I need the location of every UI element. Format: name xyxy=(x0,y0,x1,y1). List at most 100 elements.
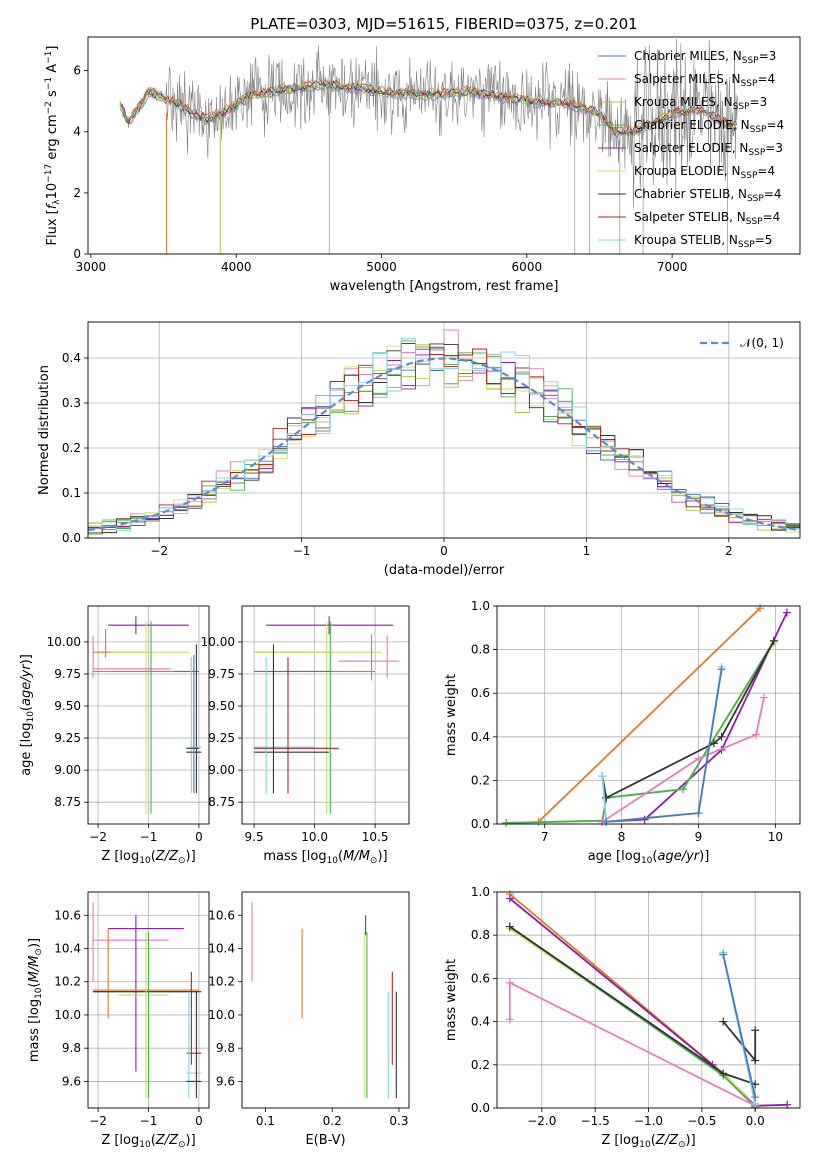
x-axis-label: wavelength [Angstrom, rest frame] xyxy=(330,279,559,294)
gaussian-curve xyxy=(87,357,801,532)
axes-frame xyxy=(87,891,210,1109)
plus-marker xyxy=(783,1100,792,1109)
y-tick-label: 0 xyxy=(73,247,81,261)
legend-entry: Chabrier MILES, NSSP=3 xyxy=(634,49,776,66)
y-tick-label: 9.00 xyxy=(208,763,235,777)
weight-series-0 xyxy=(537,607,761,823)
y-tick-label: 10.00 xyxy=(201,635,235,649)
model-spectrum-7 xyxy=(119,80,738,135)
legend-entry: Kroupa MILES, NSSP=3 xyxy=(634,95,767,112)
weight-series-2 xyxy=(506,642,775,824)
legend-entry: Kroupa ELODIE, NSSP=4 xyxy=(634,164,775,181)
x-tick-label: 4000 xyxy=(221,260,252,274)
y-tick-label: 6 xyxy=(73,64,81,78)
x-tick-label: −1 xyxy=(140,830,158,844)
y-tick-label: 0.8 xyxy=(471,643,490,657)
data-layer xyxy=(87,38,801,1111)
x-tick-label: 1 xyxy=(583,544,591,558)
plus-marker xyxy=(505,922,514,931)
plus-marker xyxy=(769,636,778,645)
plus-marker xyxy=(719,1069,728,1078)
y-axis-label: age [log10(age/yr)] xyxy=(19,654,36,776)
axes-frame xyxy=(241,891,410,1109)
y-tick-label: 0.0 xyxy=(471,817,490,831)
y-tick-label: 9.75 xyxy=(54,667,81,681)
plus-marker xyxy=(505,978,514,987)
y-tick-label: 0.4 xyxy=(62,351,81,365)
y-tick-label: 10.0 xyxy=(54,1008,81,1022)
plus-marker xyxy=(717,665,726,674)
axes-frame xyxy=(241,605,410,825)
x-tick-label: 6000 xyxy=(512,260,543,274)
x-tick-label: −2 xyxy=(89,1114,107,1128)
plus-marker xyxy=(505,1015,514,1024)
plus-marker xyxy=(694,809,703,818)
weight-series-5 xyxy=(508,981,756,1107)
axes-frame xyxy=(87,36,801,255)
y-tick-label: 0.1 xyxy=(62,486,81,500)
x-tick-label: −0.5 xyxy=(687,1114,716,1128)
legend-entry: Salpeter MILES, NSSP=4 xyxy=(634,72,775,89)
plus-marker xyxy=(717,732,726,741)
x-tick-label: 0 xyxy=(195,1114,203,1128)
y-tick-label: 9.6 xyxy=(216,1074,235,1088)
y-tick-label: 1.0 xyxy=(471,599,490,613)
figure-title: PLATE=0303, MJD=51615, FIBERID=0375, z=0… xyxy=(250,15,637,33)
plus-marker xyxy=(719,1017,728,1026)
y-tick-label: 0.6 xyxy=(471,971,490,985)
x-tick-label: 2 xyxy=(725,544,733,558)
y-tick-label: 2 xyxy=(73,186,81,200)
plus-marker xyxy=(694,754,703,763)
y-tick-label: 10.2 xyxy=(54,975,81,989)
y-tick-label: 9.50 xyxy=(208,699,235,713)
plus-marker xyxy=(759,693,768,702)
y-tick-label: 9.00 xyxy=(54,763,81,777)
weight-series-2 xyxy=(509,927,756,1108)
y-tick-label: 10.00 xyxy=(47,635,81,649)
x-axis-label: Z [log10(Z/Z⊙)] xyxy=(601,1133,695,1150)
legend-entry: Kroupa STELIB, NSSP=5 xyxy=(634,233,772,250)
x-axis-label: E(B-V) xyxy=(305,1133,345,1148)
y-tick-label: 10.6 xyxy=(208,908,235,922)
plus-marker xyxy=(640,815,649,824)
y-tick-label: 9.25 xyxy=(208,731,235,745)
x-axis-label: Z [log10(Z/Z⊙)] xyxy=(101,849,195,866)
y-tick-label: 9.8 xyxy=(216,1041,235,1055)
y-tick-label: 9.75 xyxy=(208,667,235,681)
legend-entry: Salpeter ELODIE, NSSP=3 xyxy=(634,141,783,158)
y-tick-label: 0.2 xyxy=(62,441,81,455)
y-tick-label: 10.0 xyxy=(208,1008,235,1022)
x-axis-label: Z [log10(Z/Z⊙)] xyxy=(101,1133,195,1150)
x-tick-label: 0.2 xyxy=(323,1114,342,1128)
x-tick-label: 3000 xyxy=(76,260,107,274)
plus-marker xyxy=(679,785,688,794)
y-tick-label: 0.8 xyxy=(471,928,490,942)
y-tick-label: 9.8 xyxy=(62,1041,81,1055)
model-spectrum-9 xyxy=(119,77,738,133)
plus-marker xyxy=(751,1026,760,1035)
y-tick-label: 0.4 xyxy=(471,1015,490,1029)
plus-marker xyxy=(505,894,514,903)
y-tick-label: 9.6 xyxy=(62,1074,81,1088)
y-tick-label: 10.6 xyxy=(54,908,81,922)
x-tick-label: 10.5 xyxy=(362,830,389,844)
y-tick-label: 0.0 xyxy=(471,1101,490,1115)
y-axis-label: mass weight xyxy=(444,674,459,756)
y-tick-label: 4 xyxy=(73,125,81,139)
x-axis-label: age [log10(age/yr)] xyxy=(588,849,710,866)
legend-entry: Chabrier ELODIE, NSSP=4 xyxy=(634,118,784,135)
observed-spectrum xyxy=(119,38,738,210)
x-tick-label: 7 xyxy=(541,830,549,844)
plus-marker xyxy=(598,772,607,781)
x-tick-label: −2 xyxy=(150,544,168,558)
model-spectrum-8 xyxy=(119,78,738,134)
x-tick-label: 5000 xyxy=(366,260,397,274)
y-axis-label: mass weight xyxy=(444,959,459,1041)
legend-layer: Chabrier MILES, NSSP=3 Salpeter MILES, NS… xyxy=(598,49,784,350)
y-tick-label: 9.50 xyxy=(54,699,81,713)
legend-entry: Salpeter STELIB, NSSP=4 xyxy=(634,210,780,227)
plus-marker xyxy=(752,730,761,739)
x-tick-label: −2 xyxy=(89,830,107,844)
